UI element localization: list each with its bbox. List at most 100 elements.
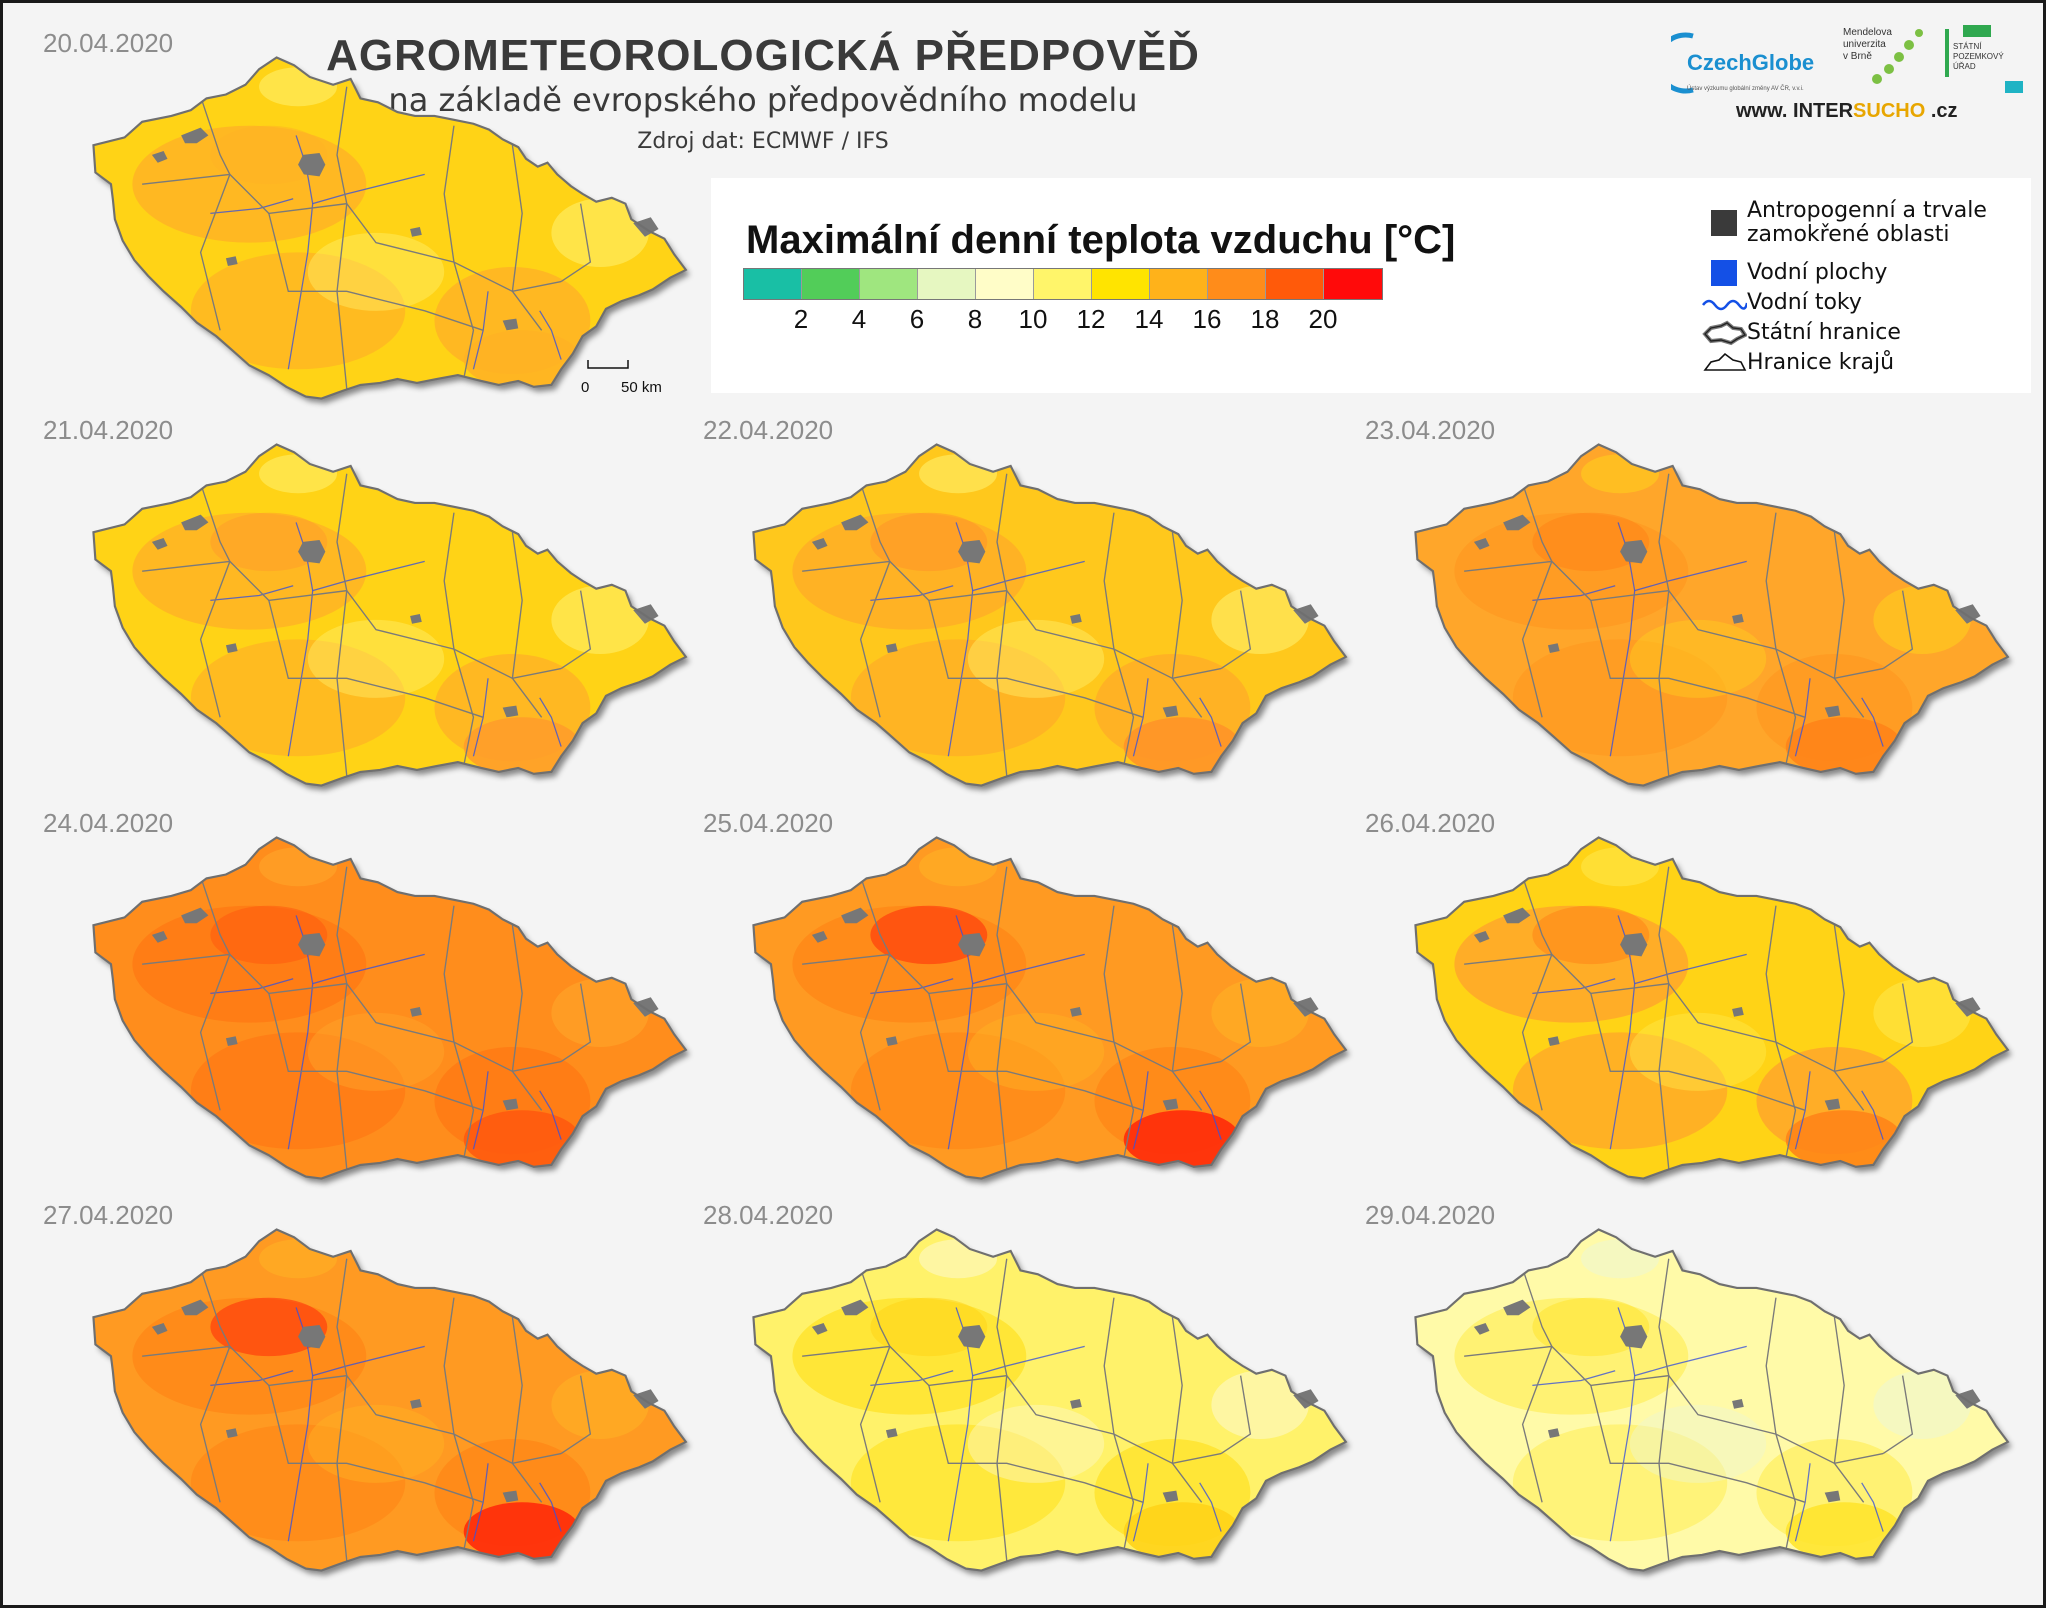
state-border xyxy=(752,443,1348,787)
map-date-label: 29.04.2020 xyxy=(1365,1200,1496,1230)
czech-map-svg xyxy=(1414,836,2010,1180)
urban-area xyxy=(151,931,168,943)
state-border xyxy=(92,836,688,1180)
state-border xyxy=(92,1228,688,1572)
legend-tick-label: 4 xyxy=(851,304,867,334)
urban-area xyxy=(841,907,869,924)
legend-swatch xyxy=(1324,269,1382,299)
cool-zone xyxy=(1581,454,1660,494)
urban-area xyxy=(151,538,168,550)
urban-area xyxy=(225,1428,238,1438)
urban-area xyxy=(885,1036,898,1046)
legend-tick-label: 20 xyxy=(1308,304,1338,334)
anthropogenic-swatch xyxy=(1711,210,1737,236)
legend-swatch xyxy=(744,269,802,299)
legend-rivers: Vodní toky xyxy=(1701,288,1862,318)
cool-zone xyxy=(1581,847,1660,887)
temperature-map xyxy=(711,1210,1361,1590)
legend-tick-label: 6 xyxy=(909,304,925,334)
urban-area xyxy=(1732,1399,1744,1409)
spu-logo: STÁTNÍ POZEMKOVÝ ÚŘAD xyxy=(1945,25,2023,93)
legend-anthropogenic: Antropogenní a trvale zamokřené oblasti xyxy=(1701,199,1987,247)
urban-area xyxy=(1070,614,1082,624)
legend-water-bodies: Vodní plochy xyxy=(1701,258,1887,288)
page-subtitle: na základě evropského předpovědního mode… xyxy=(388,81,1138,119)
river-line-icon xyxy=(1702,299,1747,311)
temperature-map xyxy=(51,38,701,418)
hot-zone xyxy=(1785,1502,1903,1561)
prague-urban-area xyxy=(958,1324,986,1349)
hot-zone xyxy=(1785,1110,1903,1169)
cool-zone xyxy=(551,585,649,654)
hot-zone xyxy=(463,1502,581,1561)
urban-area xyxy=(1162,1490,1179,1503)
spu-text-1: STÁTNÍ xyxy=(1953,42,1982,51)
map-date-label: 21.04.2020 xyxy=(43,415,174,445)
czechglobe-logo-text: CzechGlobe xyxy=(1687,50,1814,75)
cool-zone xyxy=(1873,1370,1971,1439)
legend-tick-label: 14 xyxy=(1134,304,1164,334)
distance-scale: 0 50 km xyxy=(581,360,662,396)
urban-area xyxy=(1070,1007,1082,1017)
urban-area xyxy=(151,1323,168,1335)
urban-area xyxy=(1732,1007,1744,1017)
cool-zone xyxy=(1211,1370,1309,1439)
urban-area xyxy=(1503,514,1531,531)
hot-zone xyxy=(1785,717,1903,776)
spu-text-2: POZEMKOVÝ xyxy=(1953,52,2004,61)
temperature-map xyxy=(1373,425,2023,805)
czech-map-svg xyxy=(92,1228,688,1572)
region-border-icon xyxy=(1703,352,1747,371)
cool-zone xyxy=(551,198,649,267)
czech-map-svg xyxy=(92,836,688,1180)
legend-tick-label: 8 xyxy=(967,304,983,334)
urban-area xyxy=(1547,1428,1560,1438)
legend-tick-label: 10 xyxy=(1018,304,1048,334)
state-border xyxy=(1414,1228,2010,1572)
hot-zone xyxy=(463,717,581,776)
website-link[interactable]: www. INTERSUCHO .cz xyxy=(1736,100,1958,122)
urban-area xyxy=(502,1098,519,1111)
state-border xyxy=(92,443,688,787)
czechglobe-tagline: Ústav výzkumu globální změny AV ČR, v.v.… xyxy=(1687,85,1804,92)
czech-map-svg xyxy=(752,443,1348,787)
urban-area xyxy=(1162,705,1179,718)
urban-area xyxy=(1732,614,1744,624)
mendel-text-1: Mendelova xyxy=(1843,27,1892,38)
mendel-text-3: v Brně xyxy=(1843,51,1872,62)
legend-tick-label: 18 xyxy=(1250,304,1280,334)
urban-area xyxy=(885,1428,898,1438)
water-body-swatch xyxy=(1711,260,1737,286)
legend-tick-label: 12 xyxy=(1076,304,1106,334)
urban-area xyxy=(181,907,209,924)
map-date-label: 28.04.2020 xyxy=(703,1200,834,1230)
temperature-map xyxy=(51,1210,701,1590)
urban-area xyxy=(1473,931,1490,943)
map-date-label: 22.04.2020 xyxy=(703,415,834,445)
urban-area xyxy=(502,705,519,718)
cool-zone xyxy=(1211,585,1309,654)
data-source: Zdroj dat: ECMWF / IFS xyxy=(637,129,889,154)
urban-area xyxy=(1824,705,1841,718)
legend-panel: Maximální denní teplota vzduchu [°C] 2 4 6… xyxy=(711,178,2031,393)
prague-urban-area xyxy=(1620,932,1648,957)
prague-urban-area xyxy=(298,1324,326,1349)
prague-urban-area xyxy=(298,932,326,957)
cool-zone xyxy=(259,847,338,887)
legend-swatch xyxy=(1266,269,1324,299)
hot-zone xyxy=(463,330,581,389)
state-border xyxy=(1414,836,2010,1180)
map-date-label: 23.04.2020 xyxy=(1365,415,1496,445)
prague-urban-area xyxy=(298,152,326,177)
cool-zone xyxy=(1873,585,1971,654)
urban-area xyxy=(1473,1323,1490,1335)
mendel-university-logo: Mendelova univerzita v Brně xyxy=(1843,27,1923,84)
urban-area xyxy=(410,1007,422,1017)
prague-urban-area xyxy=(298,539,326,564)
legend-swatch xyxy=(1150,269,1208,299)
urban-area xyxy=(410,614,422,624)
legend-title: Maximální denní teplota vzduchu [°C] xyxy=(746,218,1456,262)
cool-zone xyxy=(259,67,338,107)
cool-zone xyxy=(919,1239,998,1279)
